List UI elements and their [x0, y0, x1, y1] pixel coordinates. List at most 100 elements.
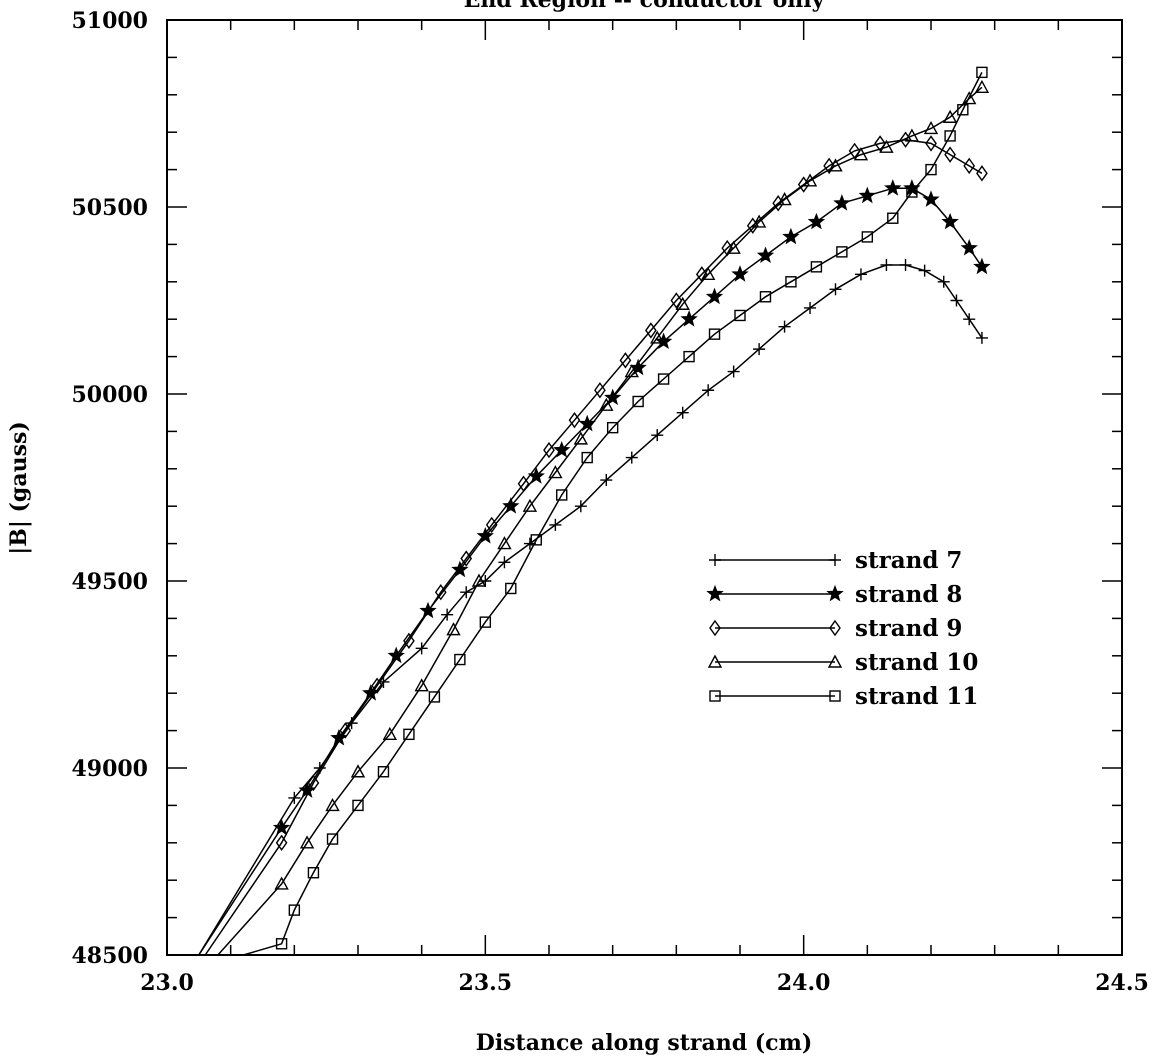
y-tick-label: 49000: [71, 756, 148, 782]
data-point: [441, 608, 454, 621]
data-point: [403, 632, 415, 650]
y-tick-label: 50500: [71, 195, 148, 221]
data-point: [645, 322, 657, 339]
data-point: [624, 364, 639, 378]
data-point: [543, 441, 555, 459]
y-tick-label: 48500: [71, 943, 148, 969]
data-point: [573, 431, 589, 445]
data-point: [853, 147, 869, 161]
legend: strand 7 strand 8 strand 9 strand 10 strand …: [706, 547, 978, 710]
series: [198, 179, 991, 955]
data-point: [600, 474, 613, 487]
data-point: [650, 330, 665, 344]
data-point: [804, 301, 817, 314]
data-point: [705, 287, 724, 305]
data-point: [670, 292, 683, 309]
data-point: [460, 586, 473, 599]
data-point: [973, 257, 991, 275]
data-point: [479, 575, 492, 587]
data-point: [707, 654, 723, 668]
x-axis-title: Distance along strand (cm): [476, 1030, 813, 1056]
series: [217, 79, 990, 955]
data-point: [827, 654, 843, 668]
data-point: [498, 556, 511, 569]
data-point: [922, 190, 940, 207]
data-point: [414, 678, 429, 692]
data-point: [578, 414, 596, 432]
x-tick-label: 23.5: [459, 970, 513, 996]
data-point: [657, 373, 670, 385]
data-point: [522, 498, 538, 512]
data-point: [918, 264, 931, 277]
data-point: [899, 258, 912, 271]
data-point: [874, 135, 886, 152]
data-point: [625, 451, 638, 464]
data-point: [709, 690, 721, 702]
data-point: [854, 268, 867, 281]
data-point: [962, 91, 977, 105]
data-point: [975, 331, 988, 344]
data-point: [326, 833, 339, 845]
data-point: [574, 500, 587, 513]
data-point: [759, 291, 772, 303]
data-point: [884, 179, 902, 196]
x-tick-label: 23.0: [140, 970, 194, 996]
data-point: [702, 384, 715, 397]
data-point: [833, 194, 851, 211]
data-point: [632, 395, 644, 408]
data-point: [619, 352, 632, 369]
data-point: [377, 766, 390, 778]
data-point: [772, 195, 785, 212]
data-point: [485, 516, 498, 534]
data-point: [709, 554, 721, 566]
data-point: [785, 276, 797, 288]
data-point: [942, 109, 958, 123]
data-point: [829, 283, 842, 296]
data-point: [549, 518, 562, 531]
data-point: [925, 163, 937, 176]
data-point: [471, 573, 487, 587]
data-point: [941, 212, 959, 230]
legend-entry: strand 10: [707, 649, 978, 676]
data-point: [709, 619, 721, 637]
data-point: [976, 165, 988, 182]
axis-ticks: [166, 19, 1123, 956]
series-line: [198, 264, 983, 955]
data-point: [446, 622, 461, 636]
data-point: [782, 227, 800, 245]
data-point: [960, 238, 978, 256]
data-point: [371, 677, 383, 694]
data-point: [974, 79, 990, 94]
data-point: [476, 526, 494, 544]
data-point: [352, 799, 364, 812]
data-point: [706, 584, 724, 602]
data-point: [731, 265, 749, 282]
data-point: [829, 619, 841, 637]
data-point: [581, 451, 593, 464]
data-point: [460, 550, 473, 567]
legend-label: strand 10: [855, 649, 978, 676]
series: [198, 258, 988, 955]
data-point: [861, 231, 874, 243]
data-point: [836, 246, 848, 258]
series: [243, 66, 988, 955]
data-point: [963, 313, 976, 326]
data-point: [708, 328, 721, 340]
data-point: [756, 246, 775, 264]
series: [204, 131, 988, 955]
data-point: [734, 309, 746, 322]
data-point: [726, 240, 741, 254]
data-point: [826, 584, 844, 602]
data-point: [350, 764, 366, 778]
data-point: [751, 214, 767, 228]
data-point: [325, 797, 340, 812]
data-point: [944, 130, 956, 142]
data-point: [299, 835, 315, 849]
data-point: [654, 332, 673, 350]
legend-label: strand 8: [855, 581, 962, 608]
data-point: [272, 818, 291, 836]
data-point: [880, 258, 893, 271]
data-point: [963, 157, 976, 175]
data-point: [419, 601, 437, 619]
data-point: [906, 186, 918, 198]
